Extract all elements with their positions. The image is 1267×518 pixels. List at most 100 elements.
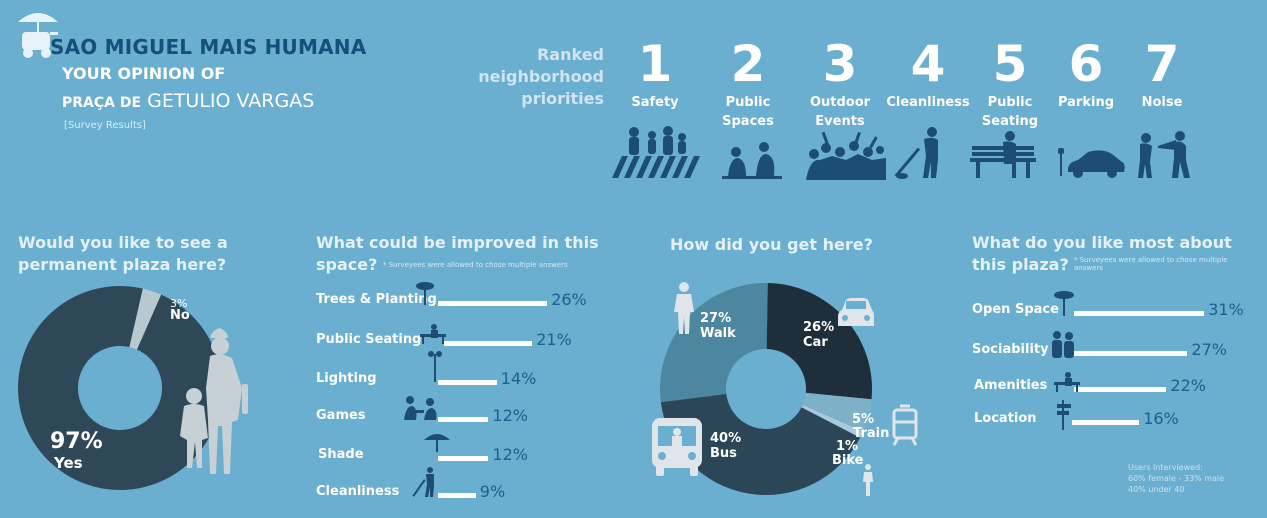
priority-rank: 6: [1068, 35, 1104, 93]
no-pct: 3%: [170, 297, 188, 310]
bar-label: Open Space: [972, 302, 1059, 317]
priority-public-seating: 5 Public Seating: [965, 36, 1055, 130]
q4-heading-line2: this plaza?: [972, 255, 1069, 274]
ranked-heading: Ranked neighborhood priorities: [452, 44, 604, 110]
tree-icon: [1054, 291, 1074, 316]
slice-yes: [17, 286, 222, 490]
bar: [1074, 311, 1205, 316]
slice-bus: [660, 394, 861, 495]
survey-note: [Survey Results]: [64, 120, 146, 131]
priority-rank: 7: [1144, 35, 1180, 93]
streetlight-icon: [428, 351, 442, 382]
q2-heading-line1: What could be improved in this: [316, 233, 599, 252]
train-icon: [892, 404, 918, 446]
q2-heading: What could be improved in this space? * …: [316, 232, 599, 276]
bar-value-label: 12%: [492, 406, 528, 425]
bar-value-label: 9%: [479, 482, 506, 501]
bus-label: Bus: [710, 446, 737, 461]
bar: [1074, 387, 1167, 392]
q2-heading-line2: space?: [316, 255, 378, 274]
priority-parking: 6 Parking: [1041, 36, 1131, 113]
page-subtitle: YOUR OPINION OF: [62, 64, 226, 83]
people-sitting-icon: [722, 142, 782, 179]
bar: [438, 380, 497, 385]
q3-heading: How did you get here?: [670, 235, 873, 254]
priority-label: Parking: [1057, 95, 1115, 110]
bus-pct: 40%: [710, 431, 742, 446]
walk-label: Walk: [700, 326, 736, 341]
bar-label: Shade: [318, 447, 364, 462]
ranked-heading-line2: neighborhood: [478, 67, 604, 86]
users-line3: 40% under 40: [1128, 485, 1185, 494]
slice-car: [766, 283, 872, 400]
bench-icon: [970, 131, 1036, 178]
ranked-heading-line3: priorities: [521, 89, 604, 108]
users-line1: Users Interviewed:: [1128, 463, 1203, 472]
priority-rank: 5: [992, 35, 1028, 93]
game-players-icon: [404, 396, 437, 420]
priority-safety: 1 Safety: [610, 36, 700, 113]
transport-donut-chart: [660, 283, 872, 495]
q4-footnote-line2: answers: [1074, 264, 1103, 272]
walk-pct: 27%: [700, 311, 732, 326]
car-icon: [838, 298, 874, 326]
walking-person-icon: [674, 282, 694, 334]
bar-label: Cleanliness: [316, 484, 400, 499]
bar-value-label: 31%: [1208, 300, 1244, 319]
megaphone-icon: [1138, 131, 1190, 178]
priority-rank: 1: [637, 35, 673, 93]
users-line2: 60% female - 33% male: [1128, 474, 1225, 483]
bike-pct: 1%: [836, 439, 859, 454]
priority-noise: 7 Noise: [1117, 36, 1207, 113]
q4-footnote-line1: * Surveyees were allowed to chose multip…: [1074, 256, 1228, 264]
priority-rank: 3: [822, 35, 858, 93]
priority-label: Public: [987, 95, 1033, 110]
slice-walk: [660, 283, 768, 403]
bar-value-label: 27%: [1191, 340, 1227, 359]
q1-heading: Would you like to see a permanent plaza …: [18, 232, 228, 276]
bench-person-icon: [420, 324, 446, 344]
bar-label: Location: [974, 411, 1037, 426]
priority-rank: 2: [730, 35, 766, 93]
signpost-icon: [1057, 400, 1071, 430]
bar: [438, 493, 476, 498]
bar-label: Sociability: [972, 342, 1049, 357]
bar-label: Lighting: [316, 371, 377, 386]
car-label: Car: [803, 335, 828, 350]
q4-heading: What do you like most about this plaza? …: [972, 232, 1232, 276]
bus-icon: [652, 418, 702, 476]
people-icon: [1052, 331, 1074, 358]
street-vendor-logo-icon: [18, 13, 58, 58]
bar: [438, 301, 548, 306]
bike-person-icon: [863, 464, 873, 496]
q4-heading-line1: What do you like most about: [972, 233, 1232, 252]
priority-label: Noise: [1141, 95, 1183, 110]
priority-label: Public: [725, 95, 771, 110]
yes-pct: 97%: [50, 429, 103, 454]
train-label: Train: [853, 426, 890, 441]
bike-label: Bike: [832, 453, 864, 468]
users-interviewed: Users Interviewed: 60% female - 33% male…: [1128, 462, 1224, 495]
slice-train: [802, 392, 872, 432]
bar-value-label: 26%: [551, 290, 587, 309]
priority-outdoor-events: 3 Outdoor Events: [795, 36, 885, 130]
bar: [1072, 420, 1140, 425]
car-meter-icon: [1058, 148, 1125, 178]
sweeper-icon: [894, 127, 938, 179]
no-label: No: [170, 308, 190, 323]
plaza-prefix: PRAÇA DE: [62, 95, 142, 111]
plaza-name: PRAÇA DE GETULIO VARGAS: [62, 90, 314, 112]
q1-heading-line2: permanent plaza here?: [18, 255, 227, 274]
bar: [438, 417, 489, 422]
q2-footnote: * Surveyees were allowed to chose multip…: [382, 261, 568, 269]
crosswalk-people-icon: [612, 126, 700, 178]
bar-label: Amenities: [974, 378, 1048, 393]
plaza-donut-chart: [17, 286, 222, 490]
bar-value-label: 16%: [1143, 409, 1179, 428]
bar-value-label: 22%: [1170, 376, 1206, 395]
umbrella-icon: [424, 434, 450, 452]
slice-no: [129, 288, 162, 350]
bar-label: Trees & Planting: [316, 292, 437, 307]
q1-heading-line1: Would you like to see a: [18, 233, 228, 252]
priority-public-spaces: 2 Public Spaces: [703, 36, 793, 130]
